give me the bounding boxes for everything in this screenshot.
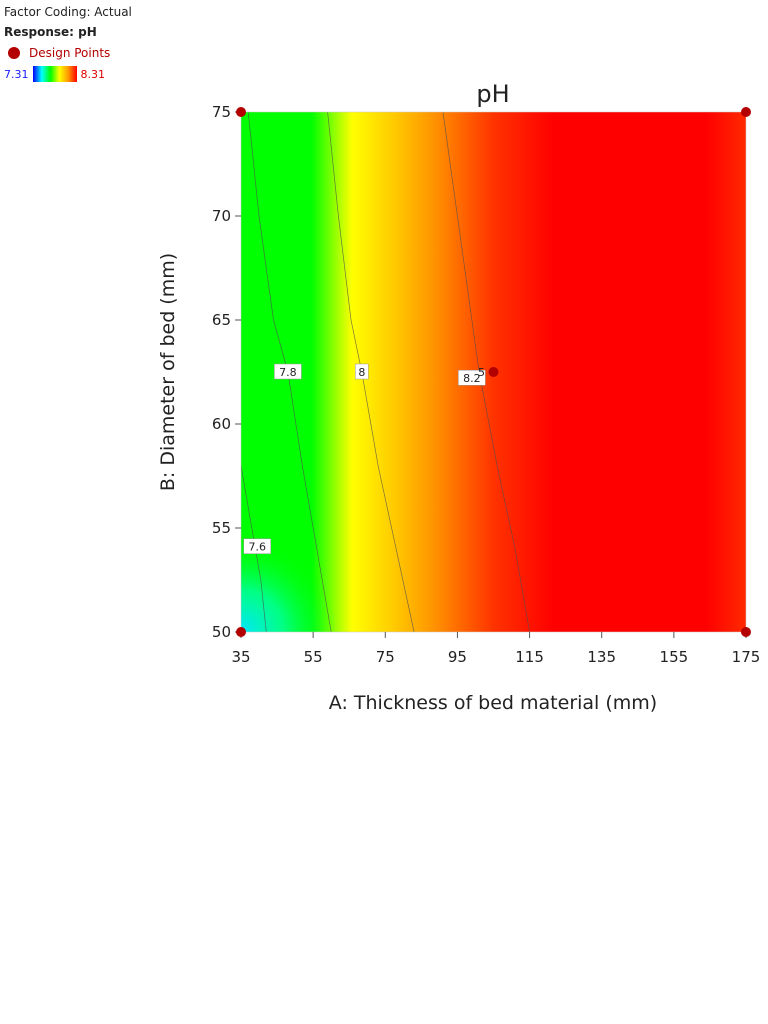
contour-label-box <box>274 363 302 380</box>
contour-label: 8.2 <box>463 372 481 385</box>
contour-label-box <box>355 363 369 380</box>
design-point <box>236 107 246 117</box>
scale-max-label: 8.31 <box>80 67 106 81</box>
design-point <box>741 627 751 637</box>
contour-label: 7.6 <box>248 541 266 554</box>
y-tick-label: 55 <box>212 519 231 537</box>
y-axis-ticks: 50 55 60 65 70 75 <box>212 103 241 641</box>
design-points-label: Design Points <box>29 46 111 60</box>
center-point-count: 5 <box>478 366 485 379</box>
scale-min-label: 7.31 <box>4 67 29 81</box>
color-scale-bar <box>32 66 77 82</box>
design-points-legend: Design Points <box>8 45 110 61</box>
y-tick-label: 70 <box>212 207 231 225</box>
design-point <box>236 627 246 637</box>
x-tick-label: 75 <box>376 648 395 666</box>
y-tick-label: 50 <box>212 623 231 641</box>
plot-frame <box>240 111 747 633</box>
design-point-marker-icon <box>8 47 20 59</box>
x-tick-label: 135 <box>587 648 616 666</box>
chart-title: pH <box>476 80 509 108</box>
contour-label: 7.8 <box>279 366 297 379</box>
x-tick-label: 175 <box>732 648 761 666</box>
contour-label: 8 <box>358 366 365 379</box>
x-axis-ticks: 35 55 75 95 115 135 155 175 <box>231 632 760 666</box>
y-tick-label: 60 <box>212 415 231 433</box>
design-point <box>741 107 751 117</box>
y-tick-label: 65 <box>212 311 231 329</box>
contour-labels: 7.6 7.8 8 8.2 <box>243 363 486 554</box>
contour-label-box <box>458 369 486 386</box>
design-points: 5 <box>236 107 751 637</box>
contour-label-box <box>243 538 271 554</box>
x-tick-label: 35 <box>231 648 250 666</box>
x-axis-label: A: Thickness of bed material (mm) <box>329 692 657 714</box>
x-tick-label: 95 <box>448 648 467 666</box>
x-tick-label: 155 <box>660 648 689 666</box>
y-axis-label: B: Diameter of bed (mm) <box>157 253 179 491</box>
design-point <box>488 367 499 377</box>
response-label: Response: pH <box>4 25 97 39</box>
x-tick-label: 55 <box>304 648 323 666</box>
x-tick-label: 115 <box>515 648 544 666</box>
contour-line <box>241 465 267 632</box>
y-tick-label: 75 <box>212 103 231 121</box>
color-scale-legend: 7.31 8.31 <box>4 66 105 82</box>
factor-coding-label: Factor Coding: Actual <box>4 5 132 19</box>
